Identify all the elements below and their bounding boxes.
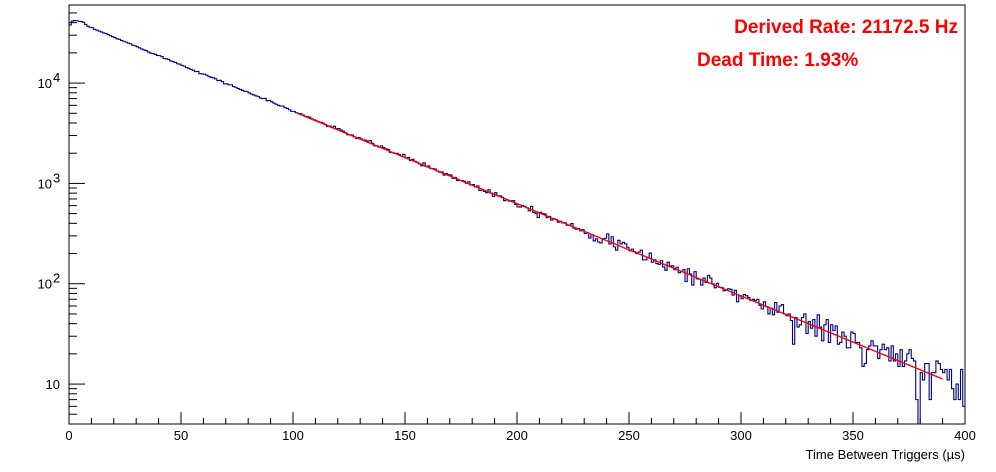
derived-rate-annotation: Derived Rate: 21172.5 Hz (734, 17, 958, 38)
y-tick-exponent: 2 (53, 271, 60, 286)
y-axis-ticks (69, 4, 85, 425)
x-tick-label: 100 (282, 428, 304, 443)
x-tick-label: 250 (618, 428, 640, 443)
y-tick-exponent: 4 (53, 70, 60, 85)
y-tick-label: 10 (38, 76, 52, 91)
histogram-series-line (69, 19, 965, 425)
x-tick-label: 0 (65, 428, 72, 443)
x-tick-label: 50 (174, 428, 188, 443)
y-tick-label: 10 (38, 176, 52, 191)
x-tick-label: 400 (954, 428, 976, 443)
x-tick-label: 200 (506, 428, 528, 443)
x-tick-label: 300 (730, 428, 752, 443)
dead-time-annotation: Dead Time: 1.93% (697, 50, 858, 71)
plot-frame (68, 4, 966, 425)
x-axis-title: Time Between Triggers (µs) (806, 447, 965, 462)
x-tick-label: 350 (842, 428, 864, 443)
x-tick-label: 150 (394, 428, 416, 443)
x-axis-tick-labels: 0 50 100 150 200 250 300 350 400 (65, 428, 975, 443)
y-tick-label: 10 (38, 277, 52, 292)
y-tick-exponent: 3 (53, 170, 60, 185)
y-tick-label: 10 (46, 377, 60, 392)
fit-curve-line (297, 112, 943, 380)
